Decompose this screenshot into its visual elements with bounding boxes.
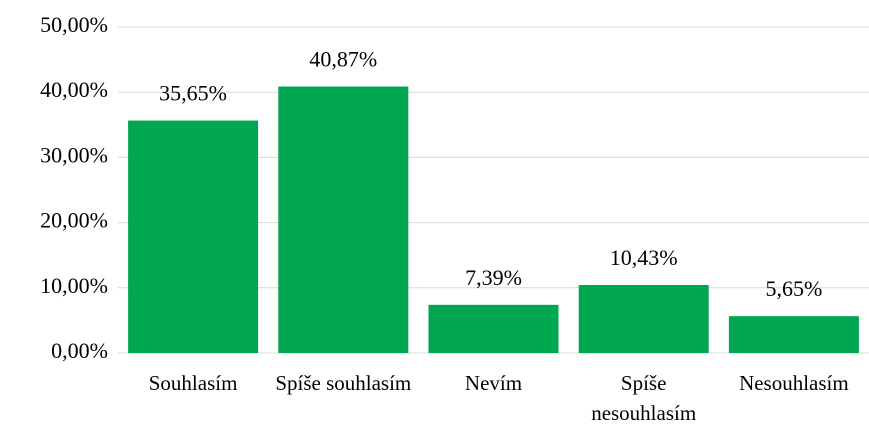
bar [728, 316, 859, 353]
data-label: 10,43% [610, 245, 678, 270]
data-label: 7,39% [465, 265, 522, 290]
x-tick-label: Nevím [464, 371, 523, 395]
data-label: 5,65% [765, 276, 822, 301]
y-tick-label: 10,00% [40, 273, 108, 298]
x-tick-label: Nesouhlasím [739, 371, 849, 395]
data-label: 40,87% [309, 47, 377, 72]
data-label: 35,65% [159, 81, 227, 106]
bar [578, 284, 709, 353]
bar [128, 120, 259, 353]
y-tick-label: 30,00% [40, 142, 108, 167]
y-tick-label: 50,00% [40, 12, 108, 37]
y-tick-label: 20,00% [40, 208, 108, 233]
bar [278, 86, 409, 354]
x-tick-label: Spíše souhlasím [275, 371, 412, 395]
y-tick-label: 40,00% [40, 77, 108, 102]
x-tick-label: Souhlasím [148, 371, 238, 395]
x-tick-label: Spíše nesouhlasím [591, 371, 697, 425]
y-tick-label: 0,00% [51, 338, 108, 363]
bar [428, 304, 559, 353]
